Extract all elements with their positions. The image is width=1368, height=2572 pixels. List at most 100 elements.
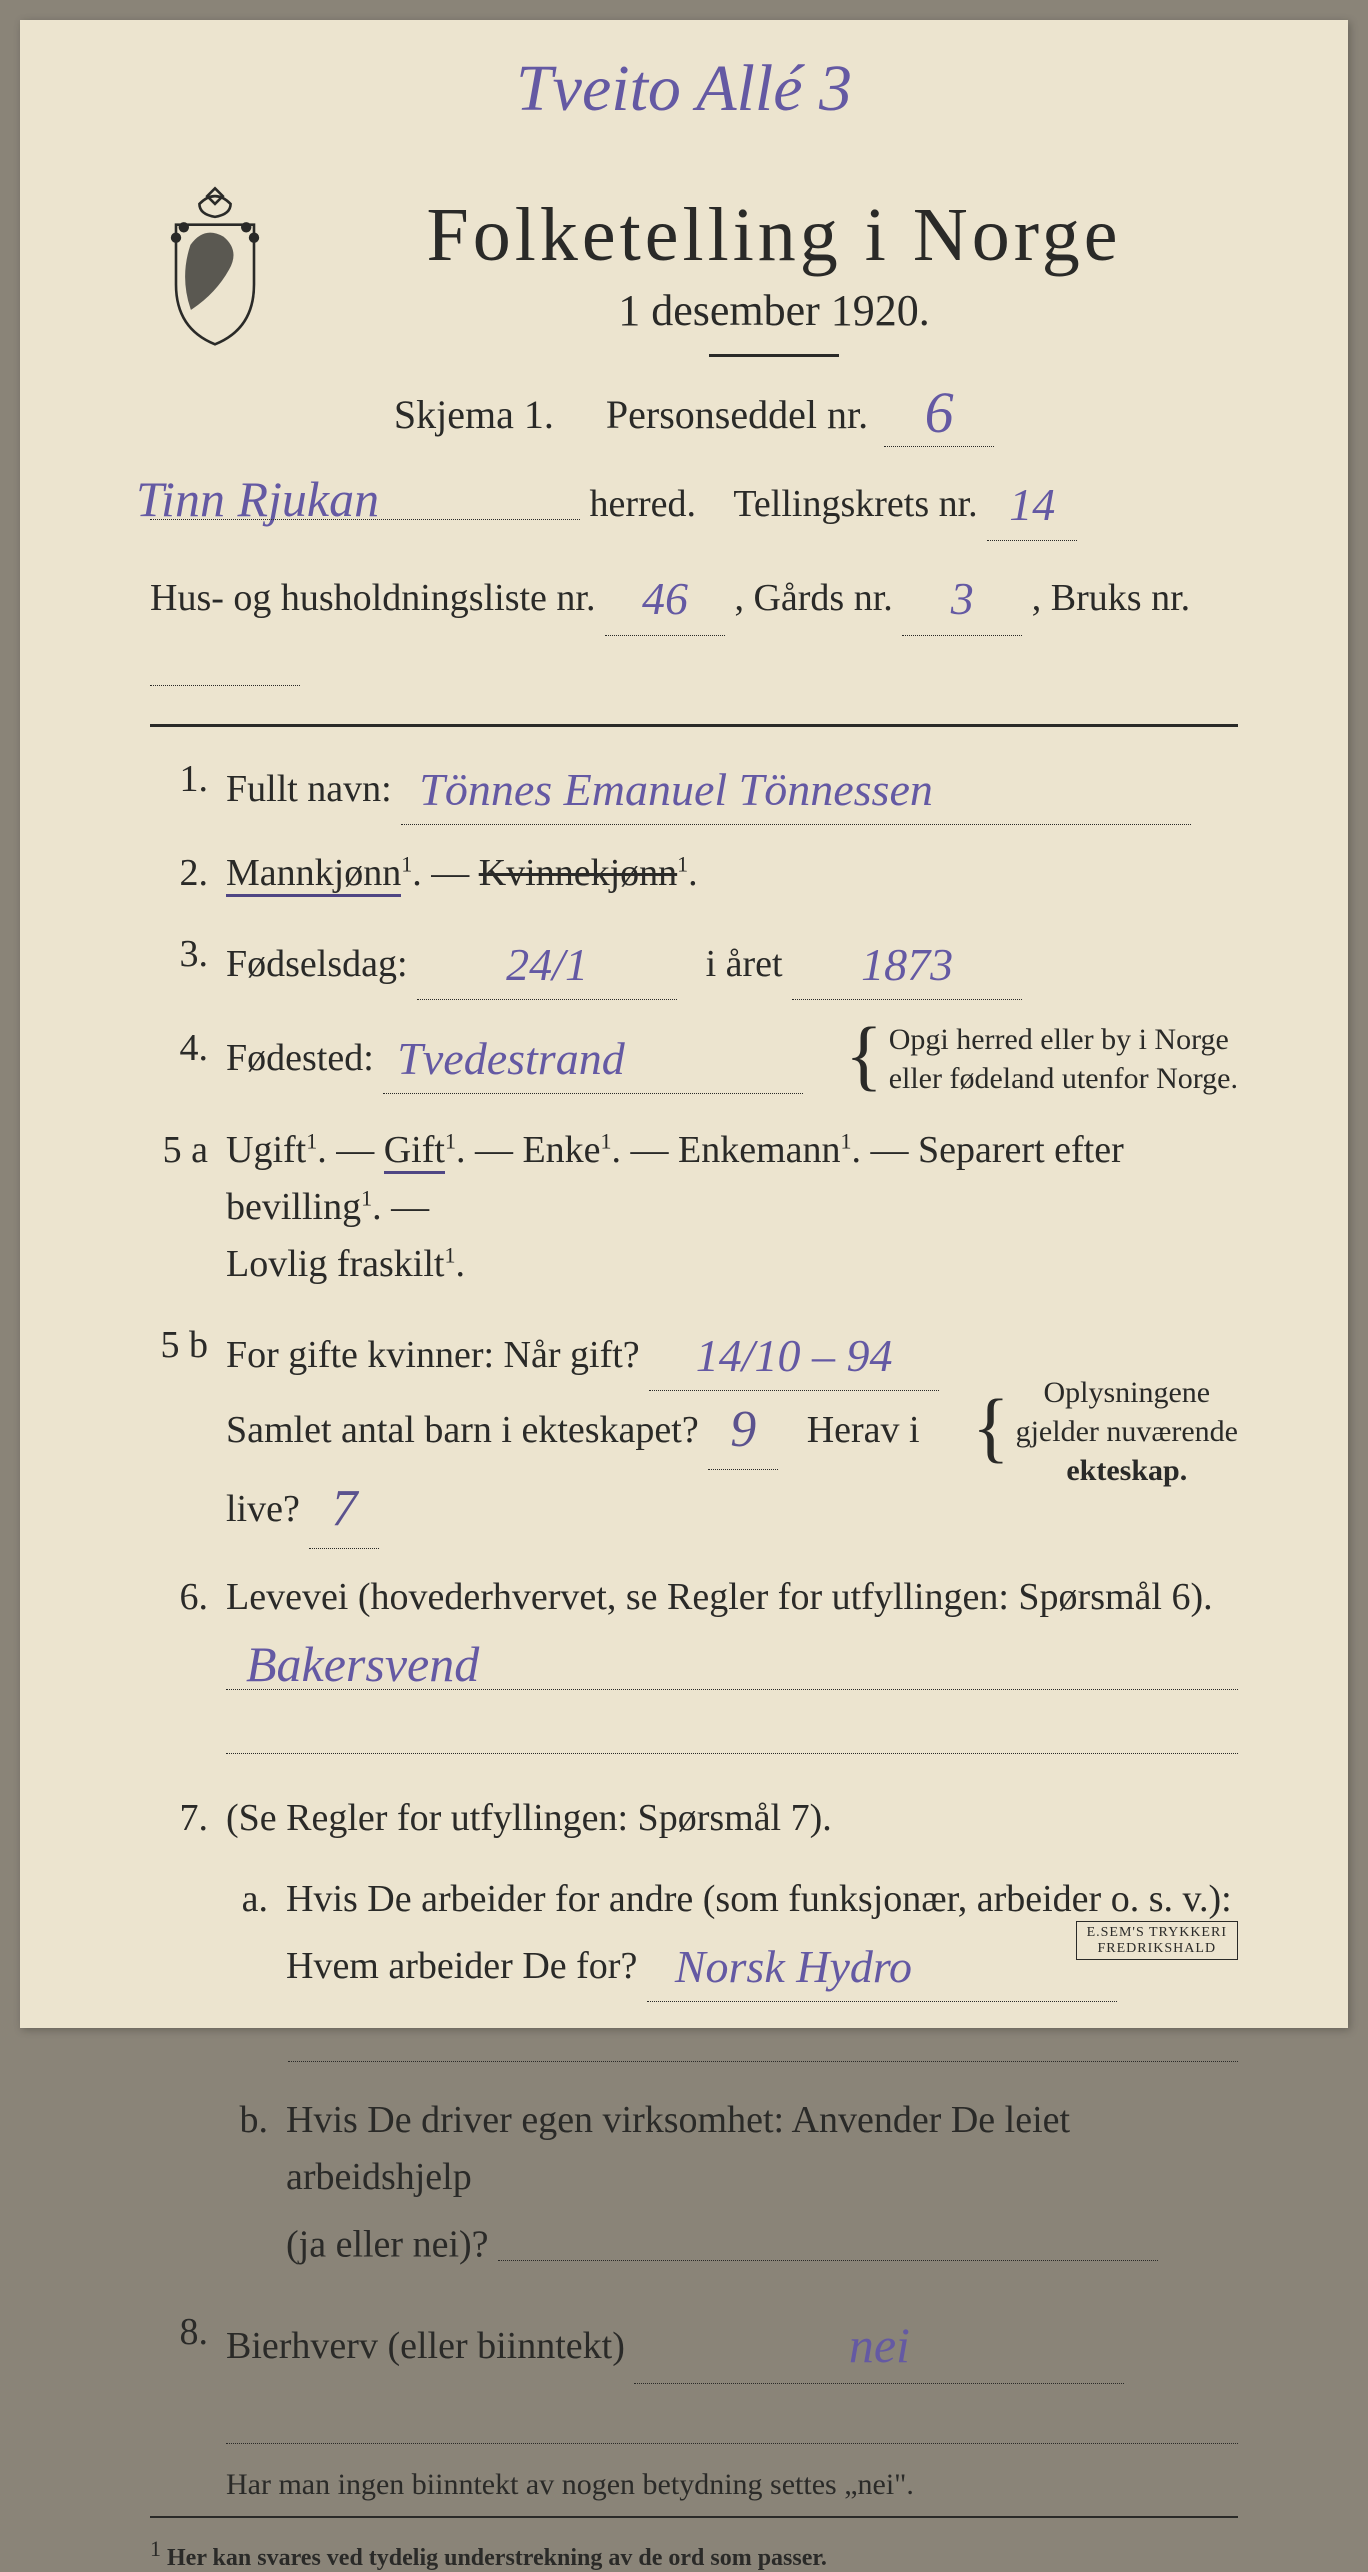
q5b-sidenote: { Oplysningene gjelder nuværende ekteska… <box>972 1317 1238 1545</box>
q1-num: 1. <box>150 751 212 821</box>
title-rule <box>709 354 839 357</box>
q7b-letter: b. <box>226 2092 272 2274</box>
q1-label: Fullt navn: <box>226 768 392 810</box>
q7: 7. (Se Regler for utfyllingen: Spørsmål … <box>150 1790 1238 1847</box>
q6: 6. Levevei (hovederhvervet, se Regler fo… <box>150 1569 1238 1626</box>
bruks-label: , Bruks nr. <box>1032 577 1190 619</box>
q5b-label-b: Samlet antal barn i ekteskapet? <box>226 1409 699 1451</box>
skjema-row: Skjema 1. Personseddel nr. 6 <box>150 375 1238 443</box>
q7a-text2: Hvem arbeider De for? <box>286 1945 637 1987</box>
q5b-value-a: 14/10 – 94 <box>649 1321 939 1391</box>
printer-line2: FREDRIKSHALD <box>1087 1941 1227 1956</box>
footnote-sup: 1 <box>150 2536 161 2561</box>
q2-num: 2. <box>150 845 212 902</box>
q7b: b. Hvis De driver egen virksomhet: Anven… <box>150 2092 1238 2274</box>
q4-note-b: eller fødeland utenfor Norge. <box>889 1062 1238 1095</box>
herred-row: Tinn Rjukan herred. Tellingskrets nr. 14 <box>150 465 1238 537</box>
census-form-page: Tveito Allé 3 Folketelling i Norge 1 des… <box>20 20 1348 2028</box>
coat-of-arms-icon <box>150 180 280 350</box>
q6-label: Levevei (hovederhvervet, se Regler for u… <box>226 1576 1213 1618</box>
q7-num: 7. <box>150 1790 212 1847</box>
tellingskrets-label: Tellingskrets nr. <box>733 483 977 525</box>
q3-value-a: 24/1 <box>417 930 677 1000</box>
q2-sup1: 1 <box>401 851 412 876</box>
q7b-value <box>498 2210 1158 2261</box>
q4-num: 4. <box>150 1020 212 1098</box>
q6-answer-line-2 <box>226 1704 1238 1754</box>
q5a-opt-5: Lovlig fraskilt <box>226 1243 444 1285</box>
q5b: 5 b For gifte kvinner: Når gift? 14/10 –… <box>150 1317 1238 1545</box>
gards-label: , Gårds nr. <box>734 577 892 619</box>
q4: 4. Fødested: Tvedestrand { Opgi herred e… <box>150 1020 1238 1098</box>
q5a-opt-0: Ugift <box>226 1129 306 1171</box>
q7a-extra-line <box>288 2012 1238 2062</box>
q3-num: 3. <box>150 926 212 996</box>
tellingskrets-value: 14 <box>987 469 1077 541</box>
q5a-opt-3: Enkemann <box>678 1129 841 1171</box>
q3: 3. Fødselsdag: 24/1 i året 1873 <box>150 926 1238 996</box>
skjema-label: Skjema 1. <box>394 391 554 438</box>
q6-value: Bakersvend <box>246 1635 479 1693</box>
herred-label: herred. <box>590 483 697 525</box>
q5b-num: 5 b <box>150 1317 212 1545</box>
q5a-num: 5 a <box>150 1122 212 1293</box>
q7a-value: Norsk Hydro <box>647 1932 1117 2002</box>
q6-answer-line: Bakersvend <box>226 1640 1238 1690</box>
q2-sup2: 1 <box>677 851 688 876</box>
q8-extra-line <box>226 2394 1238 2444</box>
personseddel-label: Personseddel nr. <box>606 391 868 438</box>
q7b-text2: (ja eller nei)? <box>286 2224 489 2266</box>
footnote-nei: Har man ingen biinntekt av nogen betydni… <box>226 2468 1238 2502</box>
section-rule-2 <box>150 2516 1238 2518</box>
q2: 2. Mannkjønn1. — Kvinnekjønn1. <box>150 845 1238 902</box>
section-rule-1 <box>150 724 1238 727</box>
q5a-opt-2: Enke <box>522 1129 600 1171</box>
q7b-text1: Hvis De driver egen virksomhet: Anvender… <box>286 2099 1070 2198</box>
q5a-opt-4: Separert efter bevilling <box>226 1129 1124 1228</box>
q2-end: . <box>688 852 698 894</box>
bruks-value <box>150 636 300 687</box>
q7a-letter: a. <box>226 1871 272 1998</box>
q5b-note-a: Oplysningene <box>1043 1376 1210 1409</box>
footnote-1: 1 Her kan svares ved tydelig understrekn… <box>150 2536 1238 2572</box>
q4-value: Tvedestrand <box>383 1024 803 1094</box>
q7a-text1: Hvis De arbeider for andre (som funksjon… <box>286 1878 1232 1920</box>
q7-label: (Se Regler for utfyllingen: Spørsmål 7). <box>226 1797 832 1839</box>
q2-dash: . — <box>412 852 479 894</box>
q6-num: 6. <box>150 1569 212 1626</box>
q4-note-a: Opgi herred eller by i Norge <box>889 1023 1229 1056</box>
personseddel-value: 6 <box>884 379 994 447</box>
q3-value-b: 1873 <box>792 930 1022 1000</box>
q5a: 5 a Ugift1. — Gift1. — Enke1. — Enkemann… <box>150 1122 1238 1293</box>
hus-label: Hus- og husholdningsliste nr. <box>150 577 595 619</box>
hus-row: Hus- og husholdningsliste nr. 46 , Gårds… <box>150 559 1238 700</box>
q8-label: Bierhverv (eller biinntekt) <box>226 2325 625 2367</box>
printer-mark: E.SEM'S TRYKKERI FREDRIKSHALD <box>1076 1921 1238 1960</box>
q1: 1. Fullt navn: Tönnes Emanuel Tönnessen <box>150 751 1238 821</box>
q2-kvinne: Kvinnekjønn <box>479 852 677 894</box>
footnote-text: Her kan svares ved tydelig understreknin… <box>161 2545 827 2571</box>
q8: 8. Bierhverv (eller biinntekt) nei <box>150 2304 1238 2380</box>
q5a-options: Ugift1. — Gift1. — Enke1. — Enkemann1. —… <box>226 1122 1238 1293</box>
q8-num: 8. <box>150 2304 212 2380</box>
gards-value: 3 <box>902 563 1022 635</box>
printer-line1: E.SEM'S TRYKKERI <box>1087 1925 1227 1940</box>
q3-label-a: Fødselsdag: <box>226 943 408 985</box>
q4-label: Fødested: <box>226 1037 374 1079</box>
q5a-opt-1: Gift <box>384 1129 445 1174</box>
top-handwritten-annotation: Tveito Allé 3 <box>20 56 1348 122</box>
title-subtitle: 1 desember 1920. <box>310 285 1238 336</box>
q5b-value-c: 7 <box>309 1470 379 1549</box>
herred-blank <box>150 469 580 520</box>
hus-value: 46 <box>605 563 725 635</box>
title-block: Folketelling i Norge 1 desember 1920. <box>310 180 1238 357</box>
q5b-note-c: ekteskap. <box>1066 1454 1187 1487</box>
header: Folketelling i Norge 1 desember 1920. <box>150 180 1238 357</box>
q1-value: Tönnes Emanuel Tönnessen <box>401 755 1191 825</box>
q3-label-b: i året <box>706 943 783 985</box>
q5b-note-b: gjelder nuværende <box>1016 1415 1238 1448</box>
q2-mann: Mannkjønn <box>226 852 401 897</box>
q5b-value-b: 9 <box>708 1391 778 1470</box>
q5b-label-a: For gifte kvinner: Når gift? <box>226 1334 640 1376</box>
q4-sidenote: { Opgi herred eller by i Norge eller fød… <box>845 1020 1238 1098</box>
